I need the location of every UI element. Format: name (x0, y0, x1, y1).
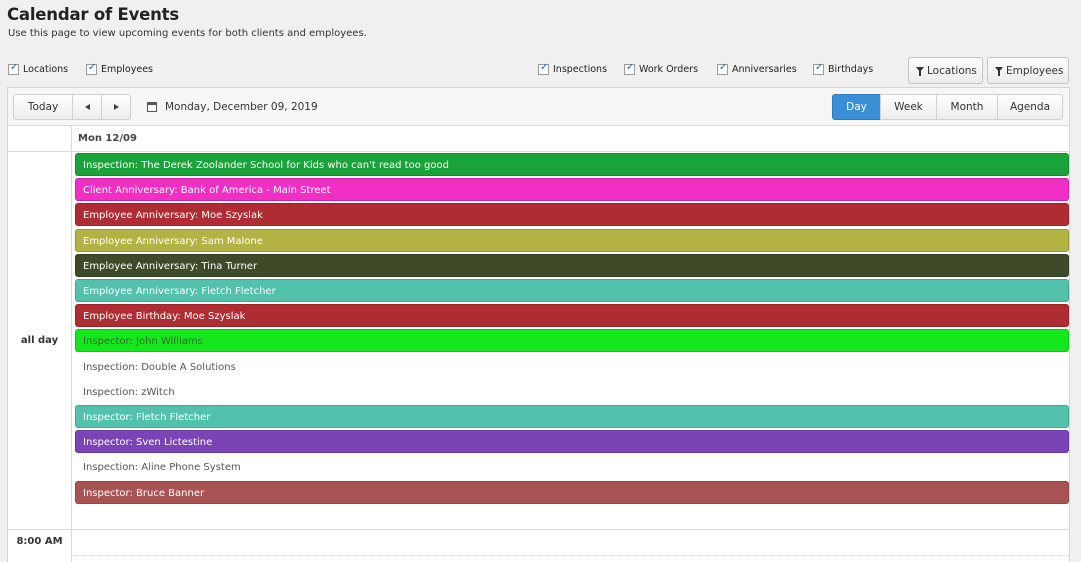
page-title: Calendar of Events (7, 5, 179, 24)
view-agenda-button[interactable]: Agenda (997, 94, 1063, 120)
work-orders-checkbox[interactable]: Work Orders (624, 62, 699, 75)
view-week-label: Week (894, 101, 923, 113)
locations-filter-label: Locations (927, 64, 977, 77)
calendar-event[interactable]: Employee Birthday: Moe Szyslak (75, 304, 1069, 328)
inspections-checkbox[interactable]: Inspections (538, 62, 608, 75)
employees-filter-label: Employees (1006, 64, 1064, 77)
calendar-icon (147, 102, 157, 112)
next-button[interactable] (101, 94, 131, 120)
view-week-button[interactable]: Week (880, 94, 937, 120)
checkbox-checked-icon (8, 62, 19, 75)
calendar-event[interactable]: Client Anniversary: Bank of America - Ma… (75, 178, 1069, 202)
locations-checkbox-label: Locations (23, 64, 69, 75)
time-slot-label: 8:00 AM (16, 536, 63, 547)
filter-icon (995, 67, 1003, 76)
prev-button[interactable] (72, 94, 102, 120)
locations-filter-button[interactable]: Locations (908, 57, 983, 84)
page-subtitle: Use this page to view upcoming events fo… (8, 28, 367, 39)
anniversaries-checkbox[interactable]: Anniversaries (717, 62, 797, 75)
employees-checkbox-label: Employees (101, 64, 153, 75)
time-gutter-divider (71, 126, 72, 562)
inspections-checkbox-label: Inspections (553, 64, 608, 75)
calendar-event[interactable]: Employee Anniversary: Tina Turner (75, 253, 1069, 277)
employees-filter-button[interactable]: Employees (987, 57, 1069, 84)
current-date-text: Monday, December 09, 2019 (165, 101, 318, 113)
calendar: Today Monday, December 09, 2019 Day Week… (7, 87, 1070, 562)
filter-bar: Locations Employees Inspections Work Ord… (0, 62, 1081, 78)
birthdays-checkbox-label: Birthdays (828, 64, 874, 75)
calendar-event[interactable]: Inspection: Double A Solutions (75, 354, 1069, 378)
calendar-event[interactable]: Employee Anniversary: Sam Malone (75, 228, 1069, 252)
view-day-button[interactable]: Day (832, 94, 881, 120)
calendar-event[interactable]: Inspector: Fletch Fletcher (75, 405, 1069, 428)
checkbox-checked-icon (624, 62, 635, 75)
all-day-divider (8, 529, 1069, 530)
checkbox-checked-icon (86, 62, 97, 75)
filter-icon (916, 67, 924, 76)
calendar-event[interactable]: Inspector: Sven Lictestine (75, 430, 1069, 454)
calendar-toolbar: Today Monday, December 09, 2019 Day Week… (8, 88, 1069, 126)
calendar-event[interactable]: Inspection: zWitch (75, 379, 1069, 403)
chevron-right-icon (113, 104, 119, 110)
chevron-left-icon (84, 104, 90, 110)
checkbox-checked-icon (813, 62, 824, 75)
today-button[interactable]: Today (13, 94, 73, 120)
calendar-event[interactable]: Employee Anniversary: Moe Szyslak (75, 203, 1069, 227)
view-month-button[interactable]: Month (936, 94, 998, 120)
calendar-event[interactable]: Inspection: Aline Phone System (75, 455, 1069, 479)
checkbox-checked-icon (538, 62, 549, 75)
view-agenda-label: Agenda (1009, 101, 1051, 113)
day-header[interactable]: Mon 12/09 (78, 133, 137, 144)
calendar-event[interactable]: Inspection: The Derek Zoolander School f… (75, 153, 1069, 176)
checkbox-checked-icon (717, 62, 728, 75)
employees-checkbox[interactable]: Employees (86, 62, 153, 75)
half-hour-divider (72, 555, 1069, 556)
current-date[interactable]: Monday, December 09, 2019 (147, 101, 318, 113)
view-month-label: Month (950, 101, 984, 113)
work-orders-checkbox-label: Work Orders (639, 64, 699, 75)
birthdays-checkbox[interactable]: Birthdays (813, 62, 874, 75)
calendar-event[interactable]: Employee Anniversary: Fletch Fletcher (75, 279, 1069, 302)
locations-checkbox[interactable]: Locations (8, 62, 69, 75)
all-day-label: all day (20, 335, 59, 346)
view-day-label: Day (846, 101, 867, 113)
today-button-label: Today (27, 101, 59, 113)
anniversaries-checkbox-label: Anniversaries (732, 64, 797, 75)
calendar-event[interactable]: Inspector: Bruce Banner (75, 480, 1069, 504)
calendar-event[interactable]: Inspector: John Williams (75, 329, 1069, 353)
day-header-row (8, 126, 1069, 152)
